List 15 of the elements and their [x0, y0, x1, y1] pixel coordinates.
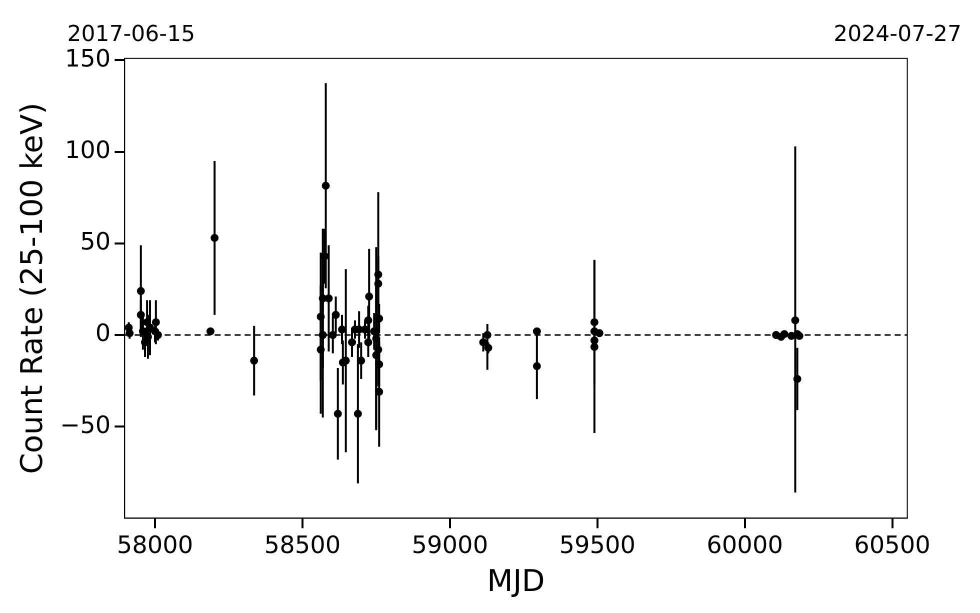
x-tick-label: 59000 — [412, 530, 488, 559]
x-tick-label: 60000 — [706, 530, 783, 559]
y-axis-title: Count Rate (25-100 keV) — [14, 102, 50, 474]
x-tick-label: 58500 — [264, 530, 341, 559]
x2-tick-label: 2017-06-15 — [67, 22, 196, 47]
x-tick-label: 60500 — [854, 530, 930, 559]
x-tick-label: 58000 — [116, 530, 194, 559]
x-tick-label: 59500 — [559, 530, 636, 559]
y-tick-label: −50 — [60, 410, 111, 439]
x-axis-title: MJD — [487, 564, 545, 599]
y-tick-label: 150 — [64, 44, 111, 72]
y-tick-label: 0 — [95, 319, 111, 348]
x2-tick-label: 2024-07-27 — [834, 22, 962, 47]
y-tick-label: 50 — [80, 228, 111, 256]
y-tick-label: 100 — [64, 136, 111, 164]
